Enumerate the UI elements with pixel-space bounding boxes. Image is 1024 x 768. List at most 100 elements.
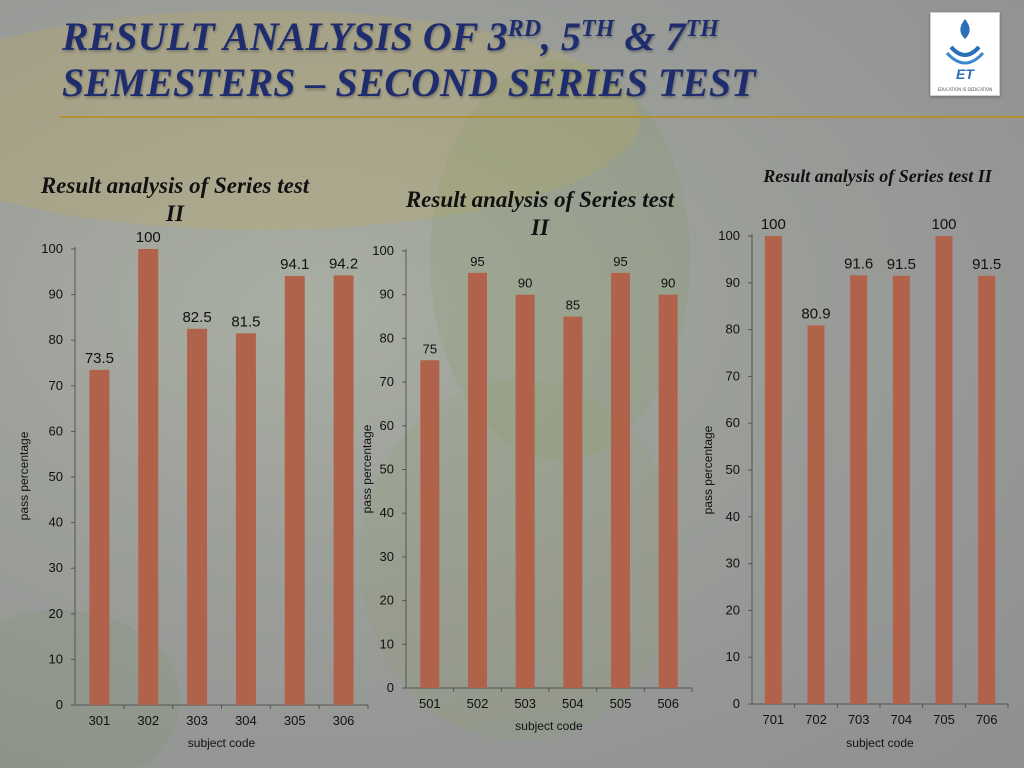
x-tick-label: 502	[467, 696, 489, 711]
data-label: 75	[423, 341, 437, 356]
chart-1-title: Result analysis of Series test II	[40, 173, 310, 226]
y-tick-label: 50	[726, 462, 740, 477]
y-tick-label: 60	[380, 418, 394, 433]
data-label: 90	[518, 276, 532, 291]
bar-501	[420, 360, 440, 688]
title-underline	[60, 116, 1024, 118]
y-axis-title: pass percentage	[17, 431, 31, 520]
y-tick-label: 90	[380, 287, 394, 302]
y-tick-label: 90	[49, 287, 63, 302]
chart-2: 0 10 20 30 40 50 60 70 80 90 100 501 75 502 95 503 90 504…	[360, 243, 693, 733]
x-tick-label: 501	[419, 696, 441, 711]
y-axis-title: pass percentage	[701, 425, 715, 514]
y-tick-label: 30	[726, 556, 740, 571]
x-tick-label: 706	[976, 712, 998, 727]
x-tick-label: 703	[848, 712, 870, 727]
x-tick-label: 505	[610, 696, 632, 711]
chart-3: 0 10 20 30 40 50 60 70 80 90 100 701 100 702 80.9 703 91…	[701, 216, 1009, 750]
title-line-2: SEMESTERS – SECOND SERIES TEST	[62, 60, 756, 105]
y-tick-label: 100	[718, 228, 740, 243]
data-label: 91.5	[972, 256, 1001, 273]
x-axis-title: subject code	[188, 736, 256, 750]
y-tick-label: 80	[726, 322, 740, 337]
data-label: 94.1	[280, 256, 309, 273]
x-tick-label: 504	[562, 696, 584, 711]
bar-304	[235, 333, 256, 705]
data-label: 100	[136, 229, 161, 246]
data-label: 95	[470, 254, 484, 269]
y-tick-label: 10	[726, 649, 740, 664]
logo-flame-icon: ET	[945, 19, 985, 82]
y-tick-label: 10	[49, 651, 63, 666]
institution-logo: ET EDUCATION IS DEDICATION	[930, 12, 1000, 96]
bar-306	[333, 275, 354, 705]
data-label: 80.9	[801, 305, 830, 322]
y-tick-label: 90	[726, 275, 740, 290]
bar-702	[807, 325, 825, 704]
x-tick-label: 305	[284, 713, 306, 728]
x-tick-label: 702	[805, 712, 827, 727]
x-tick-label: 303	[186, 713, 208, 728]
bar-302	[138, 249, 159, 705]
x-tick-label: 704	[890, 712, 912, 727]
y-tick-label: 0	[733, 696, 740, 711]
data-label: 94.2	[329, 255, 358, 272]
data-label: 81.5	[231, 313, 260, 330]
bar-303	[187, 328, 208, 705]
y-tick-label: 40	[726, 509, 740, 524]
y-tick-label: 30	[49, 560, 63, 575]
data-label: 90	[661, 276, 675, 291]
x-tick-label: 705	[933, 712, 955, 727]
data-label: 73.5	[85, 350, 114, 367]
bar-506	[658, 294, 678, 688]
bar-703	[850, 275, 868, 704]
title-line-1: RESULT ANALYSIS OF 3RD, 5TH & 7TH	[62, 14, 719, 59]
x-axis-title: subject code	[846, 736, 914, 750]
y-tick-label: 100	[41, 241, 63, 256]
y-tick-label: 10	[380, 636, 394, 651]
chart-1: 0 10 20 30 40 50 60 70 80 90 100 301 73.5 302 100 303 82…	[17, 229, 369, 750]
x-tick-label: 302	[137, 713, 159, 728]
y-tick-label: 70	[49, 378, 63, 393]
x-tick-label: 503	[514, 696, 536, 711]
x-tick-label: 304	[235, 713, 257, 728]
slide-title: RESULT ANALYSIS OF 3RD, 5TH & 7TH SEMEST…	[62, 14, 912, 106]
y-tick-label: 0	[387, 680, 394, 695]
x-tick-label: 301	[89, 713, 111, 728]
bar-502	[468, 272, 487, 688]
y-tick-label: 50	[380, 462, 394, 477]
data-label: 100	[931, 216, 956, 233]
data-label: 95	[613, 254, 627, 269]
y-tick-label: 20	[380, 593, 394, 608]
x-axis-title: subject code	[515, 719, 583, 733]
y-tick-label: 80	[49, 332, 63, 347]
bar-301	[89, 369, 110, 705]
bar-503	[515, 294, 535, 688]
y-tick-label: 20	[726, 602, 740, 617]
y-tick-label: 20	[49, 606, 63, 621]
x-tick-label: 506	[657, 696, 679, 711]
data-label: 82.5	[182, 309, 211, 326]
y-axis-title: pass percentage	[360, 424, 374, 513]
chart-2-title: Result analysis of Series test II	[405, 187, 675, 240]
y-tick-label: 100	[372, 243, 394, 258]
y-tick-label: 40	[49, 515, 63, 530]
y-tick-label: 80	[380, 330, 394, 345]
y-tick-label: 60	[726, 415, 740, 430]
data-label: 91.6	[844, 255, 873, 272]
y-tick-label: 60	[49, 423, 63, 438]
bar-701	[764, 236, 782, 704]
bar-305	[284, 275, 305, 705]
y-tick-label: 0	[56, 697, 63, 712]
y-tick-label: 70	[380, 374, 394, 389]
x-tick-label: 306	[333, 713, 355, 728]
bar-505	[611, 272, 630, 688]
x-tick-label: 701	[762, 712, 784, 727]
data-label: 100	[761, 216, 786, 233]
y-tick-label: 30	[380, 549, 394, 564]
logo-caption: EDUCATION IS DEDICATION	[937, 87, 993, 92]
bar-705	[935, 236, 953, 704]
data-label: 91.5	[887, 256, 916, 273]
y-tick-label: 50	[49, 469, 63, 484]
y-tick-label: 40	[380, 505, 394, 520]
